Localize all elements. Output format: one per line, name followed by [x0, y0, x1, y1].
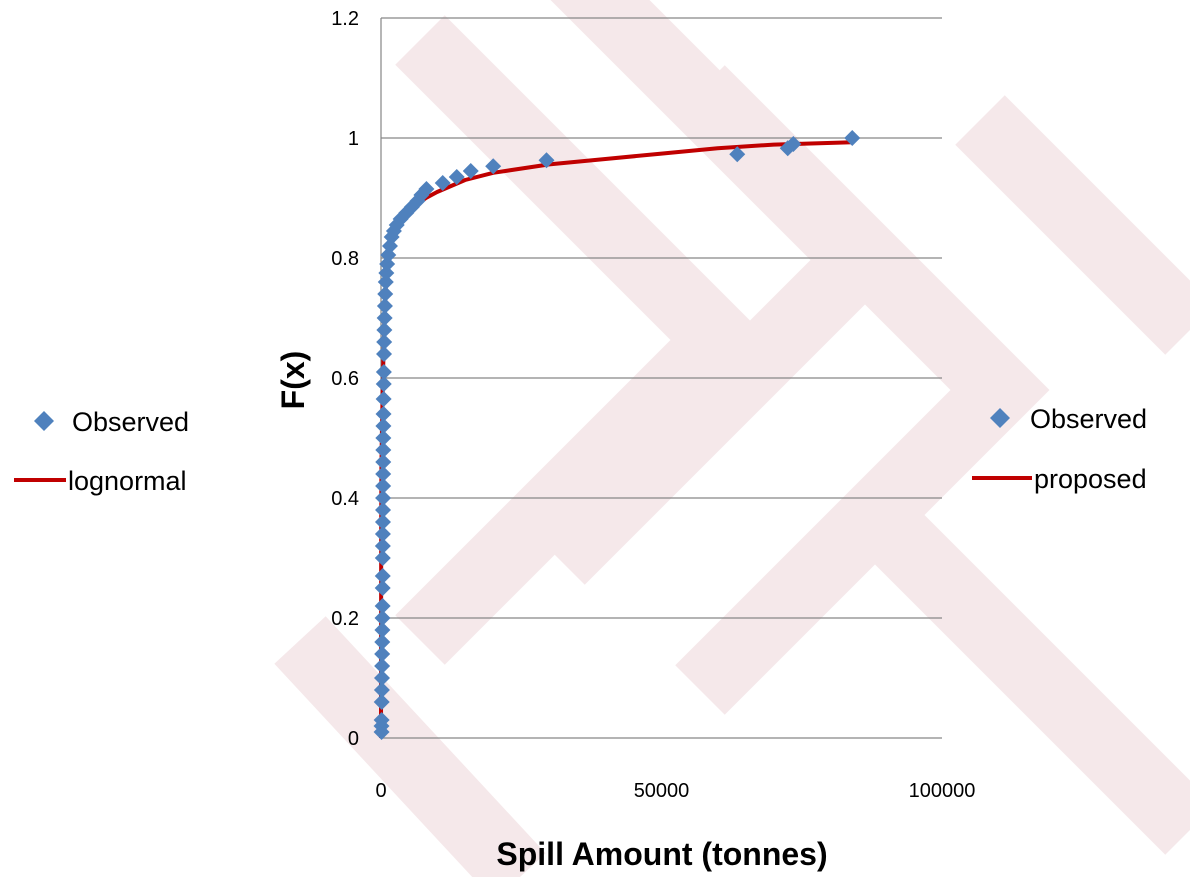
- observed-point-51: [448, 169, 465, 185]
- y-tick-label-3: 0.6: [331, 368, 359, 390]
- observed-point-54: [538, 152, 555, 169]
- observed-point-17: [374, 514, 391, 530]
- observed-point-16: [374, 526, 391, 542]
- observed-point-30: [376, 346, 393, 362]
- legend-right-proposed-label: proposed: [1034, 464, 1147, 494]
- observed-point-27: [375, 391, 392, 407]
- y-tick-label-6: 1.2: [331, 8, 359, 30]
- y-tick-label-2: 0.4: [331, 488, 359, 510]
- observed-point-15: [374, 538, 391, 554]
- observed-point-8: [374, 634, 391, 650]
- observed-point-34: [376, 298, 393, 314]
- observed-point-19: [375, 490, 392, 506]
- x-tick-label-0: 0: [375, 780, 386, 802]
- observed-point-57: [785, 136, 802, 152]
- y-tick-label-0: 0: [348, 728, 359, 750]
- x-axis-title: Spill Amount (tonnes): [496, 836, 827, 872]
- observed-point-28: [375, 376, 392, 392]
- observed-point-33: [376, 310, 393, 326]
- observed-point-3: [373, 694, 390, 710]
- observed-point-11: [374, 598, 391, 614]
- observed-point-14: [374, 550, 391, 566]
- observed-point-22: [375, 454, 392, 470]
- y-axis-title: F(x): [275, 351, 311, 410]
- observed-point-21: [375, 466, 392, 482]
- observed-point-58: [844, 130, 861, 146]
- observed-point-9: [374, 622, 391, 638]
- observed-point-32: [376, 322, 393, 338]
- observed-point-25: [375, 418, 392, 434]
- observed-point-2: [373, 712, 390, 728]
- x-tick-label-1: 50000: [634, 780, 690, 802]
- legend-left: Observed lognormal: [14, 407, 189, 496]
- observed-point-10: [374, 610, 391, 626]
- x-tick-labels: 0 50000 100000: [375, 780, 975, 802]
- observed-point-53: [485, 158, 502, 175]
- observed-point-12: [374, 580, 391, 596]
- legend-right-observed-marker: [990, 408, 1010, 428]
- gridlines: [381, 17, 942, 619]
- observed-point-20: [375, 478, 392, 494]
- observed-point-55: [729, 146, 746, 163]
- observed-point-26: [375, 406, 392, 422]
- legend-left-lognormal-label: lognormal: [68, 466, 187, 496]
- legend-right-observed-label: Observed: [1030, 404, 1147, 434]
- observed-point-36: [377, 274, 394, 290]
- observed-point-13: [374, 568, 391, 584]
- x-tick-label-2: 100000: [909, 780, 976, 802]
- observed-point-49: [418, 181, 435, 197]
- observed-point-7: [374, 646, 391, 662]
- legend-left-observed-marker: [34, 411, 54, 431]
- observed-points: [373, 130, 861, 740]
- observed-point-5: [374, 670, 391, 686]
- observed-point-37: [378, 265, 395, 281]
- watermark: [274, 0, 1190, 877]
- y-tick-label-1: 0.2: [331, 608, 359, 630]
- observed-point-6: [374, 658, 391, 674]
- observed-point-24: [375, 430, 392, 446]
- observed-point-50: [434, 175, 451, 191]
- observed-point-23: [375, 442, 392, 458]
- observed-point-4: [373, 682, 390, 698]
- observed-point-18: [375, 502, 392, 518]
- legend-left-observed-label: Observed: [72, 407, 189, 437]
- legend-right: Observed proposed: [972, 404, 1147, 494]
- observed-point-29: [375, 364, 392, 380]
- observed-point-35: [377, 286, 394, 302]
- observed-point-52: [462, 163, 479, 179]
- y-tick-labels: 0 0.2 0.4 0.6 0.8 1 1.2: [331, 8, 359, 750]
- y-tick-label-4: 0.8: [331, 248, 359, 270]
- observed-point-31: [376, 334, 393, 350]
- y-tick-label-5: 1: [348, 128, 359, 150]
